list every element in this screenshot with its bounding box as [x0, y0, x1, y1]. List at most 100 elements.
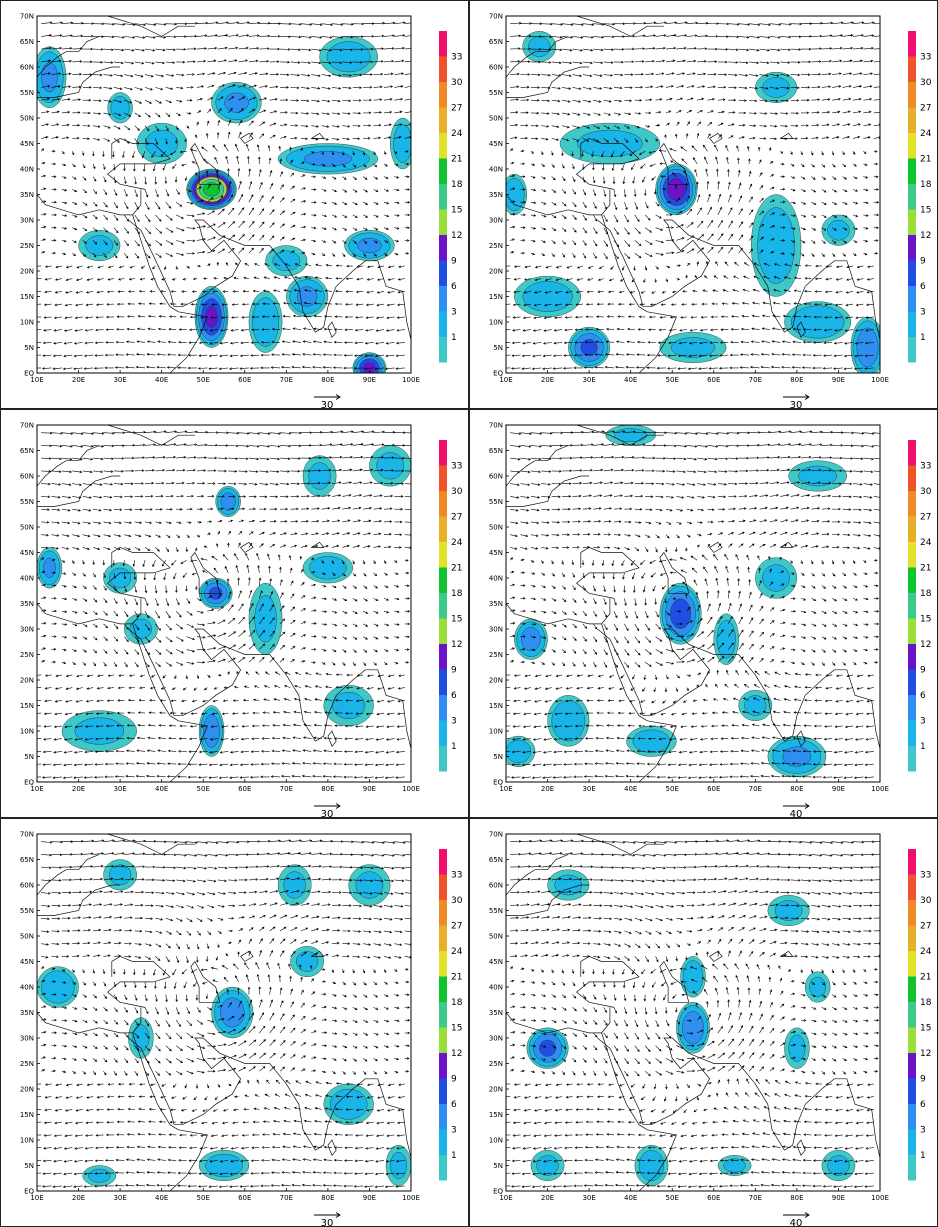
wind-arrow: [82, 176, 87, 181]
wind-arrow: [373, 176, 379, 180]
wind-arrow: [676, 508, 684, 512]
wind-arrow: [144, 930, 153, 934]
wind-arrow: [832, 649, 837, 653]
wind-arrow: [92, 176, 97, 182]
wind-arrow: [717, 520, 725, 523]
wind-arrow: [176, 930, 182, 936]
wind-arrow: [51, 34, 63, 37]
wind-arrow: [248, 629, 256, 637]
colorbar-label: 21: [920, 564, 931, 574]
wind-arrow: [520, 635, 526, 638]
wind-arrow: [343, 775, 353, 779]
colorbar-segment: [908, 107, 916, 133]
wind-arrow: [572, 99, 582, 103]
wind-arrow: [260, 775, 270, 779]
wind-arrow: [280, 73, 290, 77]
wind-arrow: [181, 699, 187, 703]
wind-arrow: [196, 482, 206, 485]
wind-arrow: [780, 86, 790, 90]
wind-arrow: [186, 1045, 195, 1051]
wind-arrow: [352, 623, 358, 627]
wind-arrow: [717, 219, 723, 228]
wind-arrow: [257, 156, 261, 164]
wind-arrow: [672, 700, 677, 704]
wind-arrow: [832, 610, 838, 614]
wind-arrow: [655, 202, 660, 207]
wind-arrow: [51, 853, 63, 857]
wind-arrow: [263, 685, 270, 688]
wind-arrow: [506, 354, 511, 356]
wind-arrow: [689, 738, 698, 741]
wind-arrow: [125, 762, 135, 765]
wind-arrow: [113, 457, 125, 460]
wind-arrow: [613, 585, 616, 593]
wind-arrow: [290, 544, 298, 548]
wind-arrow: [844, 341, 854, 345]
wind-arrow: [686, 59, 697, 63]
wind-arrow: [256, 144, 260, 152]
wind-arrow: [661, 585, 667, 590]
wind-arrow: [873, 559, 878, 562]
wind-arrow: [184, 1083, 188, 1089]
wind-arrow: [571, 151, 574, 157]
wind-arrow: [207, 532, 211, 536]
wind-arrow: [176, 60, 186, 64]
wind-arrow: [697, 47, 708, 50]
lon-tick-label: 20E: [541, 785, 554, 793]
lat-tick-label: 10N: [20, 319, 34, 327]
wind-arrow: [624, 227, 630, 235]
wind-arrow: [154, 981, 157, 990]
wind-arrow: [719, 354, 729, 357]
wind-arrow: [201, 146, 208, 152]
wind-arrow: [124, 929, 133, 932]
wind-arrow: [53, 329, 62, 332]
wind-arrow: [228, 482, 237, 486]
wind-arrow: [821, 623, 827, 627]
wind-arrow: [749, 124, 757, 128]
wind-arrow: [594, 774, 604, 778]
wind-arrow: [165, 598, 170, 607]
wind-arrow: [733, 275, 739, 279]
wind-arrow: [634, 60, 645, 63]
wind-arrow: [603, 649, 608, 656]
wind-arrow: [82, 547, 90, 551]
wind-arrow: [134, 878, 145, 881]
wind-arrow: [176, 201, 183, 207]
wind-arrow: [800, 572, 805, 576]
wind-arrow: [811, 214, 817, 218]
contour-fill: [220, 997, 245, 1028]
wind-arrow: [207, 223, 216, 228]
wind-arrow: [385, 341, 395, 345]
wind-arrow: [103, 864, 115, 868]
wind-arrow: [395, 763, 405, 767]
wind-arrow: [333, 328, 343, 331]
wind-arrow: [655, 111, 662, 114]
wind-arrow: [685, 547, 688, 552]
wind-arrow: [584, 749, 594, 753]
wind-arrow: [155, 508, 163, 511]
wind-arrow: [873, 162, 879, 166]
wind-arrow: [51, 110, 60, 114]
coastline: [128, 219, 175, 307]
wind-arrow: [593, 23, 605, 26]
wind-arrow: [85, 303, 94, 307]
wind-arrow: [655, 46, 666, 50]
wind-arrow: [196, 34, 208, 38]
wind-arrow: [113, 1019, 119, 1025]
wind-arrow: [634, 494, 644, 498]
wind-arrow: [41, 21, 53, 24]
colorbar-label: 6: [451, 691, 457, 701]
wind-arrow: [746, 554, 750, 561]
lon-tick-label: 60E: [238, 376, 251, 384]
wind-arrow: [238, 207, 245, 216]
wind-arrow: [394, 163, 399, 166]
wind-arrow: [163, 572, 167, 581]
wind-arrow: [113, 598, 118, 605]
wind-arrow: [520, 239, 526, 242]
wind-arrow: [738, 86, 748, 90]
wind-arrow: [92, 1007, 98, 1011]
wind-arrow: [769, 481, 780, 484]
wind-arrow: [72, 1007, 78, 1010]
wind-arrow: [749, 99, 758, 103]
wind-arrow: [365, 712, 374, 716]
